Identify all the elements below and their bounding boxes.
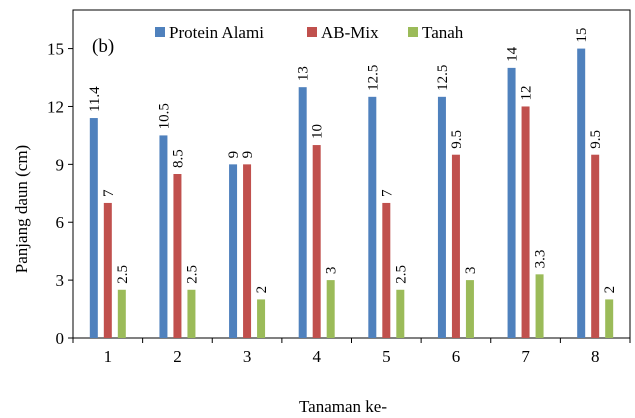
y-tick-label: 15	[47, 40, 64, 59]
data-label: 10.5	[156, 103, 172, 129]
x-tick-label: 2	[173, 347, 182, 366]
bar-ab-mix	[312, 145, 321, 338]
bar-tanah	[326, 280, 335, 338]
bar-protein-alami	[298, 87, 307, 338]
data-label: 10	[310, 124, 326, 139]
legend-swatch	[155, 27, 165, 37]
y-axis-ticks: 0 3 6 9 12 15	[47, 40, 73, 348]
bar-ab-mix	[243, 164, 252, 338]
plot-border	[72, 9, 631, 339]
y-tick-label: 9	[56, 155, 65, 174]
data-label: 7	[101, 189, 117, 197]
data-label: 3.3	[533, 250, 549, 269]
y-tick-label: 12	[47, 97, 64, 116]
data-label: 2.5	[115, 265, 131, 284]
legend-swatch	[408, 27, 418, 37]
legend: Protein Alami AB-Mix Tanah	[155, 23, 464, 42]
y-tick-label: 0	[56, 329, 65, 348]
data-label: 15	[574, 28, 590, 43]
bar-tanah	[396, 289, 405, 338]
x-tick-label: 5	[382, 347, 391, 366]
data-label: 3	[463, 267, 479, 275]
bar-tanah	[605, 299, 614, 338]
data-label: 2	[254, 286, 270, 294]
bar-tanah	[465, 280, 474, 338]
x-tick-label: 1	[104, 347, 113, 366]
data-label: 12.5	[435, 65, 451, 91]
bars	[89, 48, 614, 339]
y-tick-label: 3	[56, 271, 65, 290]
bar-protein-alami	[507, 67, 516, 338]
data-label: 2	[602, 286, 618, 294]
bar-tanah	[535, 274, 544, 338]
bar-ab-mix	[521, 106, 530, 339]
x-tick-label: 7	[521, 347, 530, 366]
data-label: 9.5	[588, 130, 604, 149]
data-label: 13	[296, 66, 312, 81]
bar-tanah	[257, 299, 266, 338]
plot-frame	[72, 9, 631, 339]
panel-label: (b)	[92, 36, 114, 57]
bar-protein-alami	[229, 164, 238, 338]
data-label: 12.5	[365, 65, 381, 91]
x-tick-label: 3	[243, 347, 252, 366]
data-label: 2.5	[393, 265, 409, 284]
x-axis-ticks: 1 2 3 4 5 6 7 8	[72, 338, 631, 366]
x-tick-label: 8	[591, 347, 600, 366]
legend-swatch	[307, 27, 317, 37]
bar-protein-alami	[577, 48, 586, 339]
data-label: 9.5	[449, 130, 465, 149]
x-tick-label: 4	[312, 347, 321, 366]
x-axis-title: Tanaman ke-	[299, 397, 387, 416]
bar-protein-alami	[89, 118, 98, 338]
data-labels: 11.4 10.5 9 13 12.5 12.5 14 15 7 8.5 9 10 7 9.5 12 9.5 2…	[87, 28, 618, 294]
data-label: 7	[379, 189, 395, 197]
bar-tanah	[187, 289, 196, 338]
data-label: 3	[324, 267, 340, 275]
data-label: 9	[226, 151, 242, 159]
legend-label: Protein Alami	[169, 23, 264, 42]
legend-label: AB-Mix	[321, 23, 379, 42]
legend-label: Tanah	[422, 23, 464, 42]
bar-ab-mix	[591, 154, 600, 338]
bar-ab-mix	[103, 202, 112, 338]
y-tick-label: 6	[56, 213, 65, 232]
bar-protein-alami	[159, 135, 168, 338]
bar-ab-mix	[382, 202, 391, 338]
bar-ab-mix	[451, 154, 460, 338]
data-label: 12	[519, 85, 535, 100]
data-label: 9	[240, 151, 256, 159]
bar-protein-alami	[437, 96, 446, 338]
bar-ab-mix	[173, 174, 182, 338]
data-label: 8.5	[170, 149, 186, 168]
bar-protein-alami	[368, 96, 377, 338]
x-tick-label: 6	[452, 347, 461, 366]
data-label: 14	[505, 46, 521, 62]
y-axis-title: Panjang daun (cm)	[12, 145, 31, 273]
data-label: 2.5	[184, 265, 200, 284]
data-label: 11.4	[87, 86, 103, 112]
bar-tanah	[117, 289, 126, 338]
